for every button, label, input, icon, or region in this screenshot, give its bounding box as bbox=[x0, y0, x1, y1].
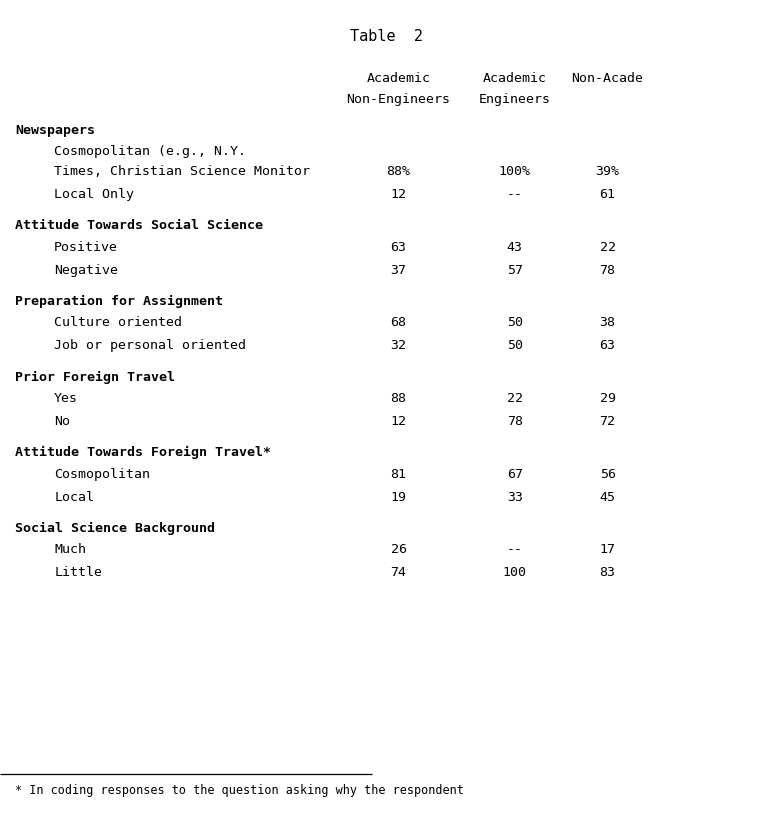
Text: 12: 12 bbox=[391, 415, 406, 428]
Text: 100: 100 bbox=[502, 566, 527, 580]
Text: 38: 38 bbox=[600, 316, 615, 330]
Text: --: -- bbox=[507, 543, 522, 556]
Text: 56: 56 bbox=[600, 468, 615, 481]
Text: 57: 57 bbox=[507, 264, 522, 277]
Text: 12: 12 bbox=[391, 188, 406, 201]
Text: Academic: Academic bbox=[483, 72, 546, 85]
Text: 45: 45 bbox=[600, 491, 615, 504]
Text: --: -- bbox=[507, 188, 522, 201]
Text: Social Science Background: Social Science Background bbox=[15, 522, 215, 535]
Text: 37: 37 bbox=[391, 264, 406, 277]
Text: Yes: Yes bbox=[54, 392, 78, 405]
Text: Negative: Negative bbox=[54, 264, 118, 277]
Text: * In coding responses to the question asking why the respondent: * In coding responses to the question as… bbox=[15, 784, 464, 797]
Text: 68: 68 bbox=[391, 316, 406, 330]
Text: 50: 50 bbox=[507, 339, 522, 353]
Text: Table  2: Table 2 bbox=[351, 29, 423, 44]
Text: 63: 63 bbox=[391, 241, 406, 254]
Text: 100%: 100% bbox=[498, 165, 531, 178]
Text: 78: 78 bbox=[507, 415, 522, 428]
Text: Local Only: Local Only bbox=[54, 188, 134, 201]
Text: 88%: 88% bbox=[386, 165, 411, 178]
Text: 17: 17 bbox=[600, 543, 615, 556]
Text: 50: 50 bbox=[507, 316, 522, 330]
Text: 22: 22 bbox=[600, 241, 615, 254]
Text: Local: Local bbox=[54, 491, 94, 504]
Text: Much: Much bbox=[54, 543, 86, 556]
Text: Attitude Towards Social Science: Attitude Towards Social Science bbox=[15, 219, 263, 233]
Text: 74: 74 bbox=[391, 566, 406, 580]
Text: 26: 26 bbox=[391, 543, 406, 556]
Text: 32: 32 bbox=[391, 339, 406, 353]
Text: 63: 63 bbox=[600, 339, 615, 353]
Text: Newspapers: Newspapers bbox=[15, 124, 95, 137]
Text: 29: 29 bbox=[600, 392, 615, 405]
Text: Culture oriented: Culture oriented bbox=[54, 316, 182, 330]
Text: 72: 72 bbox=[600, 415, 615, 428]
Text: 19: 19 bbox=[391, 491, 406, 504]
Text: Non-Engineers: Non-Engineers bbox=[347, 93, 450, 106]
Text: 67: 67 bbox=[507, 468, 522, 481]
Text: Cosmopolitan: Cosmopolitan bbox=[54, 468, 150, 481]
Text: Cosmopolitan (e.g., N.Y.: Cosmopolitan (e.g., N.Y. bbox=[54, 145, 246, 159]
Text: 61: 61 bbox=[600, 188, 615, 201]
Text: Attitude Towards Foreign Travel*: Attitude Towards Foreign Travel* bbox=[15, 446, 272, 459]
Text: Engineers: Engineers bbox=[478, 93, 551, 106]
Text: 81: 81 bbox=[391, 468, 406, 481]
Text: 43: 43 bbox=[507, 241, 522, 254]
Text: 78: 78 bbox=[600, 264, 615, 277]
Text: No: No bbox=[54, 415, 70, 428]
Text: Academic: Academic bbox=[367, 72, 430, 85]
Text: Positive: Positive bbox=[54, 241, 118, 254]
Text: Times, Christian Science Monitor: Times, Christian Science Monitor bbox=[54, 165, 310, 178]
Text: 88: 88 bbox=[391, 392, 406, 405]
Text: Preparation for Assignment: Preparation for Assignment bbox=[15, 295, 224, 308]
Text: Job or personal oriented: Job or personal oriented bbox=[54, 339, 246, 353]
Text: 83: 83 bbox=[600, 566, 615, 580]
Text: 39%: 39% bbox=[595, 165, 620, 178]
Text: Non-Acade: Non-Acade bbox=[571, 72, 644, 85]
Text: Little: Little bbox=[54, 566, 102, 580]
Text: 33: 33 bbox=[507, 491, 522, 504]
Text: 22: 22 bbox=[507, 392, 522, 405]
Text: Prior Foreign Travel: Prior Foreign Travel bbox=[15, 371, 176, 384]
